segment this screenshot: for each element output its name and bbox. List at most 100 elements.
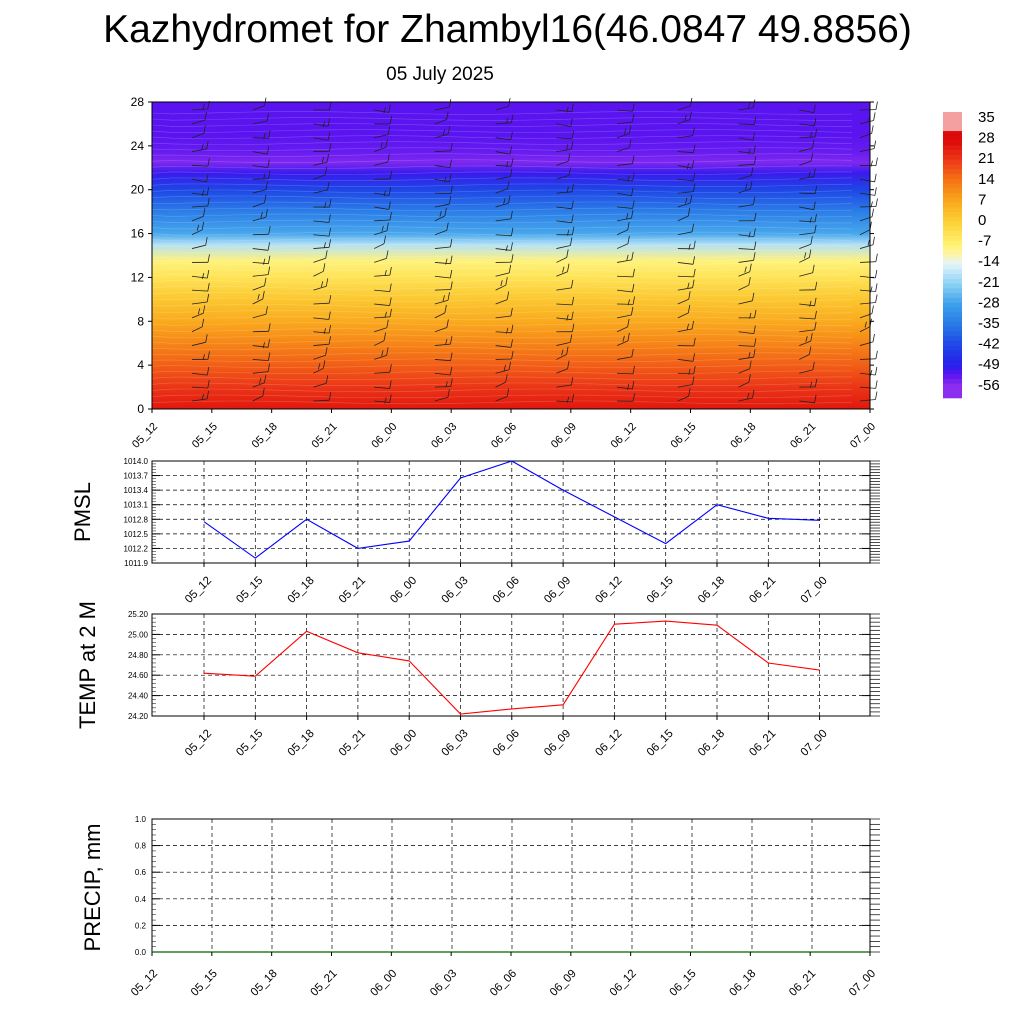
colorbar-segment [943,240,962,246]
colorbar-segment [943,188,962,194]
colorbar-segment [943,288,962,294]
contour-line [151,388,853,393]
wind-barb [252,387,265,402]
x-tick-label: 05_18 [286,575,317,606]
wind-barb [434,389,450,402]
wind-barb [677,172,696,182]
wind-barb [556,279,574,291]
colorbar-segment [943,112,962,118]
colorbar-segment [943,293,962,299]
wind-barb [859,173,877,183]
x-tick-label: 06_06 [491,575,522,606]
colorbar-segment [943,302,962,308]
wind-barb [252,352,271,361]
wind-barb [434,185,453,194]
colorbar-segment [943,259,962,265]
wind-barb [799,153,813,166]
wind-barb [556,346,569,360]
wind-barb [374,222,389,236]
contour-line [151,237,853,242]
contour-line [152,201,853,206]
x-tick-label: 06_15 [668,968,699,999]
contour-line [151,322,852,326]
wind-barb [495,195,511,208]
x-tick-label: 06_00 [388,575,419,606]
colorbar-label: 35 [978,109,995,126]
contour-line [151,292,853,296]
wind-barb [859,391,878,402]
colorbar-segment [943,374,962,380]
wind-barb [677,337,696,347]
wind-barb [495,374,508,388]
x-tick-label: 06_21 [788,421,818,451]
wind-barb [495,227,514,237]
x-tick-label: 06_06 [488,968,519,999]
wind-barb [738,263,752,277]
wind-barb [252,226,271,236]
x-tick-label: 06_09 [542,728,573,759]
wind-barb [191,173,209,183]
colorbar-segment [943,383,962,389]
colorbar-segment [943,231,962,237]
colorbar-segment [943,378,962,384]
y-tick-label: 1012.5 [124,530,149,539]
wind-barb [677,111,692,125]
x-tick-label: 05_15 [189,968,220,999]
contour-line [151,250,853,254]
contour-line [151,256,853,260]
wind-barb [191,254,210,263]
y-tick-label: 1011.9 [124,559,148,568]
wind-barb [374,347,389,360]
y-tick-label: 24.20 [128,712,149,721]
wind-barb [617,380,635,390]
wind-barb [434,111,449,125]
wind-barb [252,112,269,125]
contour-line [151,183,853,187]
precip-panel: 0.0 0.2 0.4 0.6 0.8 1.0 05_12 05_15 05_18 05_21 06… [80,815,880,999]
x-tick-label: 06_21 [747,728,778,759]
colorbar-label: -35 [978,315,1000,332]
colorbar-segment [943,278,962,284]
colorbar-segment [943,364,962,370]
colorbar-segment [943,388,962,394]
x-tick-label: 06_21 [747,575,778,606]
wind-barb [495,351,514,360]
wind-barb [738,360,752,374]
wind-barb [252,146,270,155]
contour-line [151,213,853,218]
wind-barb [495,131,513,141]
x-tick-label: 06_12 [593,728,624,759]
y-tick-label: 20 [131,183,145,197]
wind-barb [191,305,206,319]
colorbar-label: -14 [978,253,1000,270]
wind-barb [799,128,818,139]
x-tick-label: 06_18 [727,968,758,999]
wind-barb [738,349,756,360]
wind-barb [859,333,875,346]
wind-barb [191,187,210,197]
wind-barb [495,146,512,155]
colorbar-segment [943,369,962,375]
colorbar-segment [943,221,962,227]
colorbar-label: -28 [978,294,1000,311]
wind-barb [677,365,696,375]
wind-barb [313,336,331,346]
contour-line [151,123,853,127]
wind-barb [616,235,630,249]
wind-barb [252,255,271,265]
wind-barb [556,263,570,277]
colorbar-segment [943,255,962,261]
y-tick-label: 12 [131,270,145,284]
wind-barb [434,99,452,111]
x-tick-label: 06_18 [728,421,758,451]
y-tick-label: 0.0 [135,948,147,957]
wind-barb [859,101,878,111]
wind-barb [434,292,450,305]
contour-line [152,304,853,308]
wind-barb [495,277,508,291]
x-tick-label: 05_18 [286,728,317,759]
x-tick-label: 06_00 [368,968,399,999]
x-tick-label: 06_18 [696,728,727,759]
wind-barb [617,210,634,222]
wind-barb [738,99,756,111]
